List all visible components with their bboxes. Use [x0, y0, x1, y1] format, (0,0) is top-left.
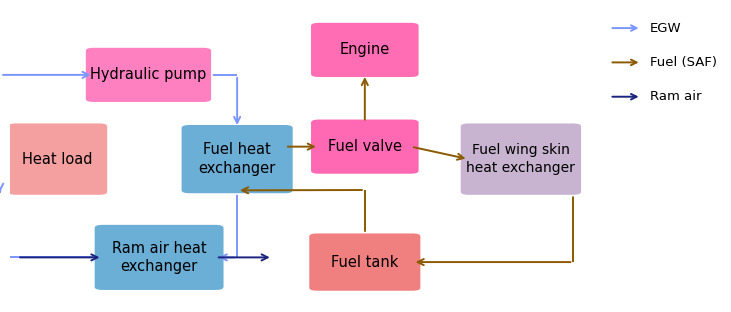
FancyBboxPatch shape — [181, 124, 294, 194]
FancyBboxPatch shape — [460, 123, 582, 196]
Text: Fuel tank: Fuel tank — [331, 255, 398, 270]
Text: Ram air heat
exchanger: Ram air heat exchanger — [112, 241, 206, 274]
Text: Heat load: Heat load — [23, 152, 93, 167]
Text: Fuel valve: Fuel valve — [327, 139, 402, 154]
FancyBboxPatch shape — [7, 123, 108, 196]
Text: EGW: EGW — [650, 22, 681, 35]
Text: Fuel (SAF): Fuel (SAF) — [650, 56, 717, 69]
Text: Fuel wing skin
heat exchanger: Fuel wing skin heat exchanger — [466, 144, 575, 175]
Text: Fuel heat
exchanger: Fuel heat exchanger — [199, 142, 276, 176]
FancyBboxPatch shape — [308, 233, 421, 291]
Text: Engine: Engine — [340, 42, 390, 57]
FancyBboxPatch shape — [85, 47, 212, 103]
FancyBboxPatch shape — [310, 119, 420, 175]
FancyBboxPatch shape — [94, 224, 224, 291]
Text: Ram air: Ram air — [650, 90, 702, 103]
FancyBboxPatch shape — [310, 22, 420, 78]
Text: Hydraulic pump: Hydraulic pump — [91, 67, 207, 82]
